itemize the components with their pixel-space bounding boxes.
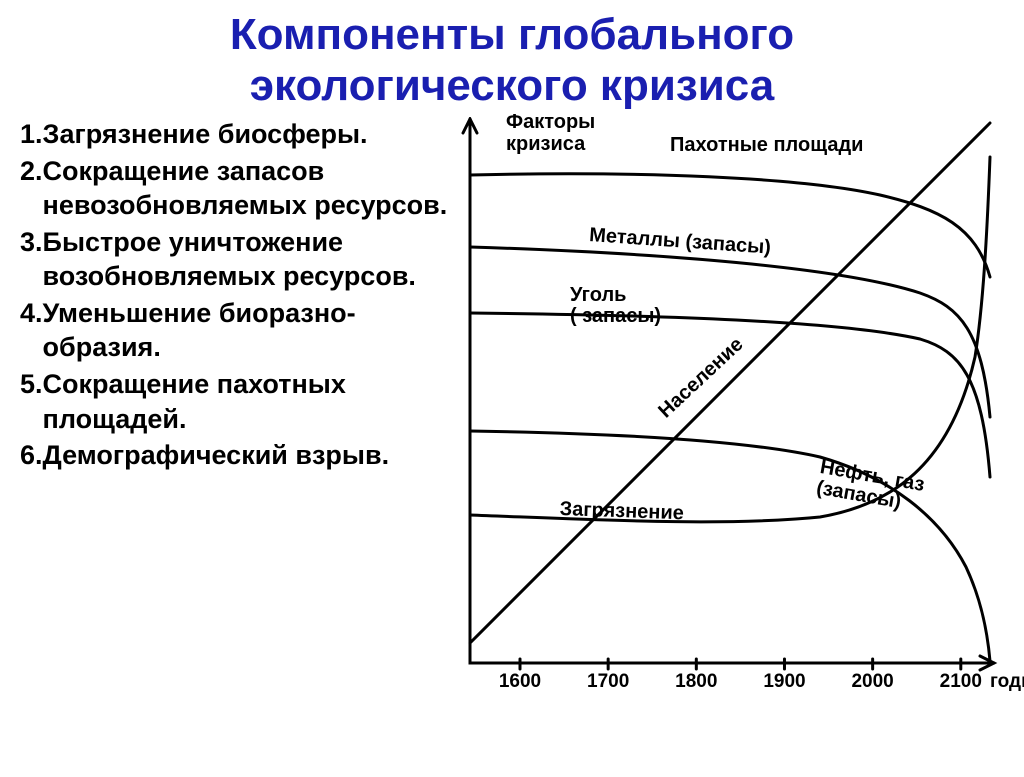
list-item-num: 5. [20,367,43,402]
list-item-text: Сокращение пахотных площадей. [43,367,450,436]
chart-svg [460,117,1004,697]
list-item: 2. Сокращение запасов невозобновляемых р… [20,154,450,223]
title-line1: Компоненты глобального [0,10,1024,61]
list-item-text: Уменьшение биоразно-образия. [43,296,450,365]
curve-label-arable: Пахотные площади [670,135,863,156]
y-axis-title: Факторы кризиса [506,111,595,155]
x-tick: 1900 [763,671,805,693]
x-tick: 1800 [675,671,717,693]
list-item-num: 1. [20,117,43,152]
x-tick: 1700 [587,671,629,693]
list-item: 5. Сокращение пахотных площадей. [20,367,450,436]
list-item-num: 2. [20,154,43,189]
x-tick: 2100 [940,671,982,693]
page-title: Компоненты глобального экологического кр… [0,10,1024,111]
list-item-num: 6. [20,438,43,473]
title-line2: экологического кризиса [0,61,1024,112]
factors-list: 1. Загрязнение биосферы.2. Сокращение за… [0,117,460,697]
x-axis-unit: годы [990,671,1024,693]
curve-label-coal: Уголь( запасы) [570,285,661,327]
crisis-chart: Факторы кризиса Пахотные площади Металлы… [460,117,1004,697]
x-tick: 2000 [851,671,893,693]
x-tick: 1600 [499,671,541,693]
list-item: 1. Загрязнение биосферы. [20,117,450,152]
list-item-text: Быстрое уничтожение возобновляемых ресур… [43,225,450,294]
list-item-text: Сокращение запасов невозобновляемых ресу… [43,154,450,223]
list-item-num: 3. [20,225,43,260]
list-item-text: Демографический взрыв. [43,438,450,473]
list-item: 4. Уменьшение биоразно-образия. [20,296,450,365]
list-item-text: Загрязнение биосферы. [43,117,450,152]
list-item: 6. Демографический взрыв. [20,438,450,473]
list-item: 3. Быстрое уничтожение возобновляемых ре… [20,225,450,294]
list-item-num: 4. [20,296,43,331]
